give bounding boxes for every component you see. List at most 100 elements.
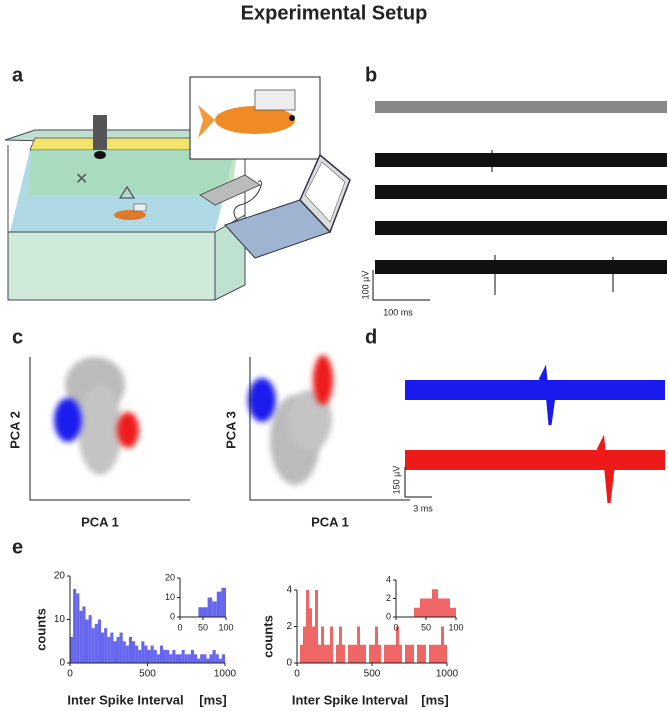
scale-label: 100 ms [383, 307, 413, 317]
panel-label: c [12, 326, 23, 348]
histogram-bar [197, 658, 201, 663]
histogram-bar [441, 626, 444, 663]
x-tick-label: 500 [139, 669, 156, 680]
panel-label: a [12, 64, 24, 86]
axis-label: PCA 1 [311, 514, 349, 529]
histogram-bar [390, 644, 393, 663]
histogram-bar [212, 649, 216, 663]
histogram-bar [207, 597, 213, 617]
y-tick-label: 0 [170, 611, 175, 621]
histogram-bar [184, 654, 188, 663]
pca-scatter [29, 355, 410, 501]
x-tick-label: 0 [393, 622, 398, 632]
histogram-bar [300, 644, 303, 663]
x-tick-label: 1000 [436, 669, 459, 680]
histogram-bar [378, 644, 381, 663]
histogram-bar [450, 607, 456, 617]
histogram-bar [88, 615, 92, 663]
histogram-bar [203, 607, 208, 617]
histogram-bar [351, 644, 354, 663]
histogram-bar [110, 632, 114, 663]
histogram-bar [125, 645, 129, 663]
histogram-bar [420, 598, 426, 617]
histogram-bar [330, 626, 333, 663]
histogram-bar [175, 654, 179, 663]
histogram-bar [128, 636, 132, 663]
histogram-bar [348, 644, 351, 663]
histogram-bar [94, 623, 98, 663]
histogram-bar [156, 654, 160, 663]
axis-label: counts [33, 608, 48, 651]
y-tick-label: 4 [386, 574, 391, 584]
axis-label: Inter Spike Interval [292, 692, 408, 707]
x-tick-label: 50 [198, 622, 208, 632]
y-tick-label: 10 [165, 592, 175, 602]
x-tick-label: 0 [67, 669, 73, 680]
histogram-bar [309, 608, 312, 663]
histogram-bar [144, 645, 148, 663]
histogram-bar [82, 606, 86, 663]
histogram-bar [423, 644, 426, 663]
histogram-bar [212, 601, 217, 617]
figure-title: Experimental Setup [241, 2, 428, 24]
fish-inset [189, 76, 321, 160]
histogram-bar [312, 626, 315, 663]
marker-x: ✕ [75, 171, 88, 188]
histogram-bar [399, 644, 402, 663]
histogram-bar [113, 641, 117, 663]
histogram-bar [138, 649, 142, 663]
histogram-bar [97, 619, 101, 663]
histogram-bar [357, 626, 360, 663]
histogram-bar [187, 654, 191, 663]
histogram-bar [342, 644, 345, 663]
histogram-bar [181, 649, 185, 663]
x-tick-label: 100 [218, 622, 233, 632]
histogram-bar [190, 649, 194, 663]
axis-label: Inter Spike Interval [67, 692, 183, 707]
histogram-bar [194, 654, 198, 663]
laptop-illustration [199, 153, 351, 259]
panel-label: b [365, 64, 377, 86]
histogram-bar [306, 590, 309, 663]
histogram-bar [104, 628, 108, 663]
histogram-bar [172, 649, 176, 663]
histogram-bar [321, 626, 324, 663]
panel-label: e [12, 536, 23, 558]
axis-label: counts [260, 615, 275, 658]
histogram-bar [405, 644, 408, 663]
voltage-traces [372, 101, 667, 301]
histogram-bar [216, 591, 222, 617]
histogram-bar [336, 644, 339, 663]
x-tick-label: 1000 [214, 669, 237, 680]
histogram-bar [169, 654, 173, 663]
histogram-bar [384, 644, 387, 663]
histogram-bar [218, 658, 222, 663]
histogram-bar [432, 589, 438, 617]
y-tick-label: 0 [286, 658, 292, 669]
x-tick-label: 100 [448, 622, 463, 632]
histogram-bar [363, 644, 366, 663]
histogram-bar [318, 644, 321, 663]
x-tick-label: 0 [177, 622, 182, 632]
histogram-bar [444, 644, 447, 663]
histogram-bar [101, 632, 105, 663]
histogram-bar [209, 654, 213, 663]
y-tick-label: 4 [286, 585, 292, 596]
histogram-bar [429, 644, 432, 663]
histogram-bar [76, 593, 80, 663]
histogram-bar [79, 610, 83, 663]
histogram-bar [159, 645, 163, 663]
histogram-bar [387, 644, 390, 663]
histogram-bar [411, 644, 414, 663]
spike-waveforms [404, 364, 665, 504]
histogram-bar [396, 626, 399, 663]
histogram-bar [438, 644, 441, 663]
histogram-bar [206, 658, 210, 663]
x-tick-label: 50 [421, 622, 431, 632]
histogram-bar [435, 644, 438, 663]
histogram-bar [369, 644, 372, 663]
histogram-bar [375, 626, 378, 663]
histogram-bar [150, 645, 154, 663]
axis-label: PCA 2 [7, 411, 22, 449]
